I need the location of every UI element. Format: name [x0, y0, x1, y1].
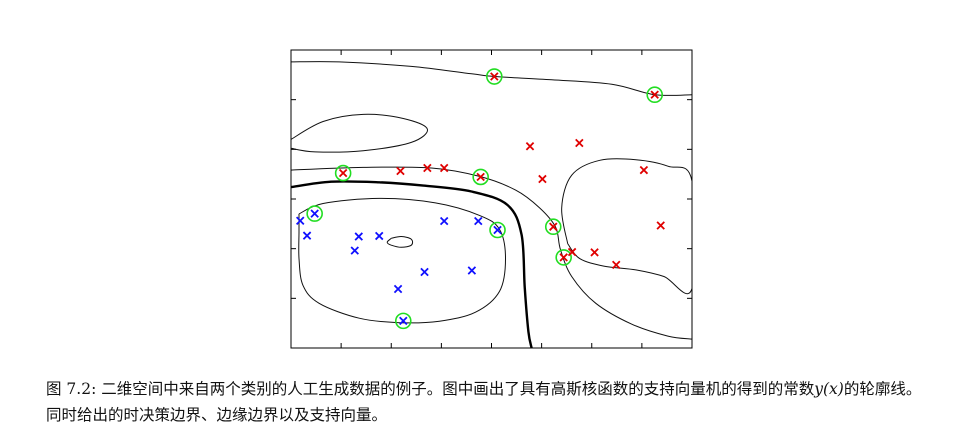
support-vector-circle — [489, 221, 506, 239]
caption-suffix: 的轮廓线。同时给出的时决策边界、边缘边界以及支持向量。 — [46, 380, 922, 424]
red-class-point — [338, 168, 348, 178]
red-class-point — [525, 142, 535, 151]
red-class-point — [439, 163, 449, 173]
red-class-point — [611, 260, 621, 270]
blue-class-point — [399, 316, 408, 326]
red-class-point — [567, 247, 577, 257]
red-class-point — [575, 138, 584, 148]
blue-class-point — [354, 232, 364, 241]
support-vector-circle — [472, 168, 489, 186]
caption-math: y(x) — [814, 380, 844, 398]
margin-boundary-lower — [298, 197, 507, 324]
red-class-point — [423, 163, 432, 173]
plot-border — [290, 49, 693, 349]
red-class-point — [559, 253, 568, 262]
contour-lines — [291, 61, 692, 348]
blue-class-point — [467, 266, 477, 275]
blue-class-point — [474, 216, 483, 226]
blue-class-point — [439, 216, 449, 226]
support-vector-circle — [486, 68, 503, 85]
support-vector-circle — [306, 205, 323, 222]
red-class-point — [538, 174, 547, 184]
support-vector-circle — [646, 86, 664, 103]
red-class-point — [650, 90, 659, 99]
blue-class-point — [493, 225, 502, 235]
red-class-point — [490, 72, 499, 81]
red-class-point — [396, 166, 405, 176]
red-class-point — [476, 172, 485, 182]
contour-right-loop — [561, 158, 692, 295]
red-class-point — [656, 221, 665, 230]
blue-class-point — [374, 231, 384, 241]
plot-frame — [290, 49, 693, 349]
blue-class-point — [310, 209, 319, 218]
contour-upper-left-ellipse — [291, 113, 428, 153]
support-vector-circle — [555, 249, 572, 266]
decision-boundary — [291, 180, 533, 348]
figure-caption: 图 7.2: 二维空间中来自两个类别的人工生成数据的例子。图中画出了具有高斯核函… — [46, 376, 926, 428]
blue-class-point — [295, 216, 305, 225]
support-vector-circle — [544, 218, 562, 236]
caption-prefix: 图 7.2: 二维空间中来自两个类别的人工生成数据的例子。图中画出了具有高斯核函… — [46, 380, 815, 398]
support-vector-circle — [394, 312, 412, 330]
data-points — [295, 68, 665, 330]
contour-inner-small — [386, 235, 414, 248]
red-class-point — [639, 165, 649, 175]
blue-class-point — [350, 246, 359, 255]
red-class-point — [590, 248, 599, 257]
support-vector-circle — [334, 164, 352, 182]
blue-class-point — [420, 267, 429, 277]
red-class-point — [549, 222, 558, 231]
blue-class-point — [302, 231, 312, 240]
blue-class-point — [393, 284, 403, 294]
